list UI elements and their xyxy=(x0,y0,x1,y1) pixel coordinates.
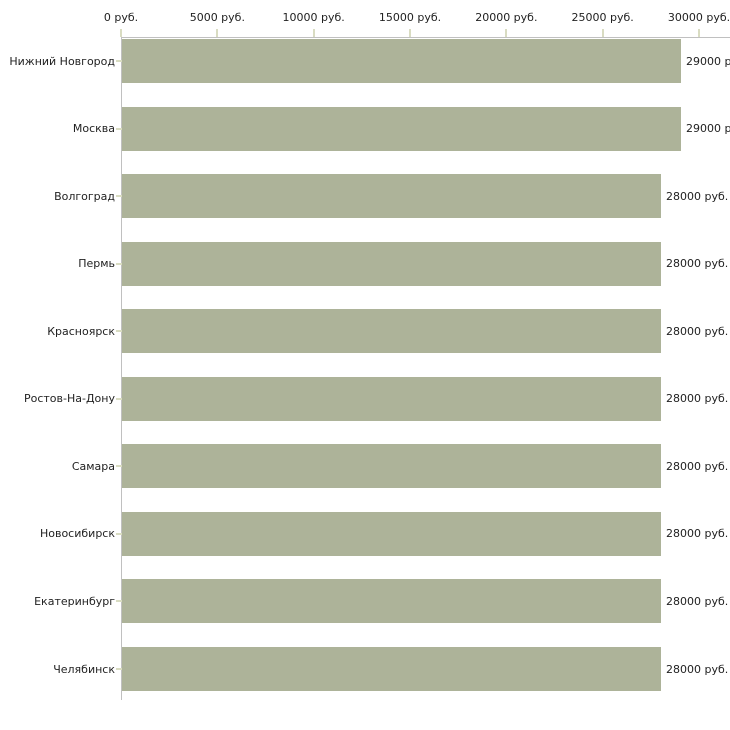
y-axis-tick xyxy=(116,263,122,265)
category-label: Екатеринбург xyxy=(34,595,115,608)
category-label: Челябинск xyxy=(53,663,115,676)
x-tick-label: 5000 руб. xyxy=(189,11,245,24)
bar xyxy=(122,309,661,353)
bar xyxy=(122,647,661,691)
value-label: 28000 руб. xyxy=(666,663,729,676)
x-axis-line xyxy=(121,37,730,38)
x-axis-tick xyxy=(698,29,700,37)
y-axis-tick xyxy=(116,330,122,332)
x-tick-label: 15000 руб. xyxy=(378,11,442,24)
value-label: 28000 руб. xyxy=(666,392,729,405)
x-tick-label: 0 руб. xyxy=(103,11,139,24)
y-axis-tick xyxy=(116,128,122,130)
category-label: Новосибирск xyxy=(39,527,115,540)
category-label: Пермь xyxy=(78,257,115,270)
bar xyxy=(122,512,661,556)
category-label: Красноярск xyxy=(47,325,115,338)
y-axis-tick xyxy=(116,533,122,535)
value-label: 28000 руб. xyxy=(666,190,729,203)
y-axis-tick xyxy=(116,668,122,670)
x-axis-tick xyxy=(409,29,411,37)
x-tick-label: 20000 руб. xyxy=(475,11,538,24)
x-axis-tick xyxy=(120,29,122,37)
category-label: Нижний Новгород xyxy=(9,55,115,68)
x-tick-label: 25000 руб. xyxy=(571,11,634,24)
y-axis-tick xyxy=(116,600,122,602)
y-axis-tick xyxy=(116,398,122,400)
bar xyxy=(122,242,661,286)
bar xyxy=(122,174,661,218)
category-label: Волгоград xyxy=(54,190,115,203)
category-label: Москва xyxy=(72,122,115,135)
value-label: 28000 руб. xyxy=(666,460,729,473)
y-axis-tick xyxy=(116,195,122,197)
x-axis-tick xyxy=(601,29,604,37)
bar xyxy=(122,444,661,488)
value-label: 28000 руб. xyxy=(666,257,729,270)
bar xyxy=(122,107,681,151)
y-axis-tick xyxy=(116,60,122,62)
y-axis-line xyxy=(121,37,122,700)
bar xyxy=(122,377,661,421)
bar xyxy=(122,579,661,623)
category-label: Ростов-На-Дону xyxy=(23,392,115,405)
bar xyxy=(122,39,681,83)
value-label: 28000 руб. xyxy=(666,595,729,608)
value-label: 29000 руб. xyxy=(686,55,730,68)
x-axis-tick xyxy=(505,29,508,37)
category-label: Самара xyxy=(71,460,115,473)
x-tick-label: 10000 руб. xyxy=(282,11,345,24)
value-label: 28000 руб. xyxy=(666,527,729,540)
value-label: 29000 руб. xyxy=(686,122,730,135)
x-axis-tick xyxy=(216,29,219,37)
value-label: 28000 руб. xyxy=(666,325,729,338)
x-axis-tick xyxy=(312,29,315,37)
x-tick-label: 30000 руб. xyxy=(667,11,730,24)
y-axis-tick xyxy=(116,465,122,467)
